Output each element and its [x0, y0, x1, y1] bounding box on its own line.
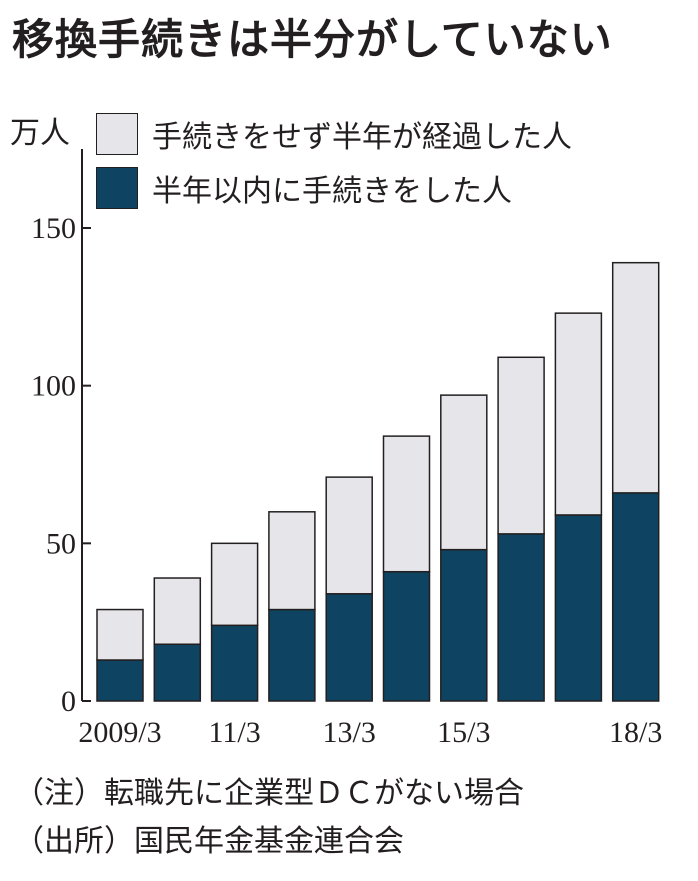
x-tick-label-4: 13/3: [323, 716, 376, 749]
bar-not-transferred-6: [440, 394, 488, 551]
bar-transferred-0: [96, 659, 144, 702]
legend-label-transferred: 半年以内に手続きをした人: [152, 174, 512, 209]
y-axis-unit-label: 万人: [10, 116, 70, 151]
bar-transferred-9: [611, 492, 660, 702]
legend-swatch-not-transferred: [96, 113, 138, 155]
legend-item-not-transferred: 手続きをせず半年が経過した人: [96, 112, 572, 156]
bar-transferred-1: [153, 643, 202, 702]
footnote: （注）転職先に企業型ＤＣがない場合: [14, 776, 524, 811]
bar-transferred-6: [440, 548, 488, 702]
bar-not-transferred-8: [554, 312, 603, 516]
bar-transferred-2: [210, 624, 259, 702]
source-note: （出所）国民年金基金連合会: [14, 824, 404, 859]
x-tick-label-6: 15/3: [437, 716, 490, 749]
x-tick-label-0: 2009/3: [78, 716, 161, 749]
bar-not-transferred-0: [96, 608, 144, 661]
bar-transferred-5: [382, 570, 431, 702]
bar-not-transferred-4: [325, 476, 373, 595]
legend-item-transferred: 半年以内に手続きをした人: [96, 166, 512, 210]
bar-not-transferred-7: [497, 356, 545, 535]
bar-not-transferred-9: [611, 261, 660, 494]
legend-swatch-transferred: [96, 167, 138, 209]
x-tick-label-9: 18/3: [609, 716, 662, 749]
bar-not-transferred-3: [268, 511, 316, 611]
y-tick-label-150: 150: [31, 212, 76, 245]
bar-not-transferred-1: [153, 577, 202, 645]
y-tick-label-100: 100: [31, 370, 76, 403]
bar-not-transferred-2: [210, 542, 259, 627]
bar-transferred-8: [554, 514, 603, 702]
x-tick-label-2: 11/3: [208, 716, 260, 749]
chart-title: 移換手続きは半分がしていない: [12, 15, 613, 64]
y-tick-label-50: 50: [46, 527, 76, 560]
bar-transferred-7: [497, 533, 545, 702]
y-tick-label-0: 0: [61, 685, 76, 718]
bar-transferred-4: [325, 593, 373, 702]
bar-not-transferred-5: [382, 435, 431, 573]
legend-label-not-transferred: 手続きをせず半年が経過した人: [152, 120, 572, 155]
bar-transferred-3: [268, 608, 316, 702]
